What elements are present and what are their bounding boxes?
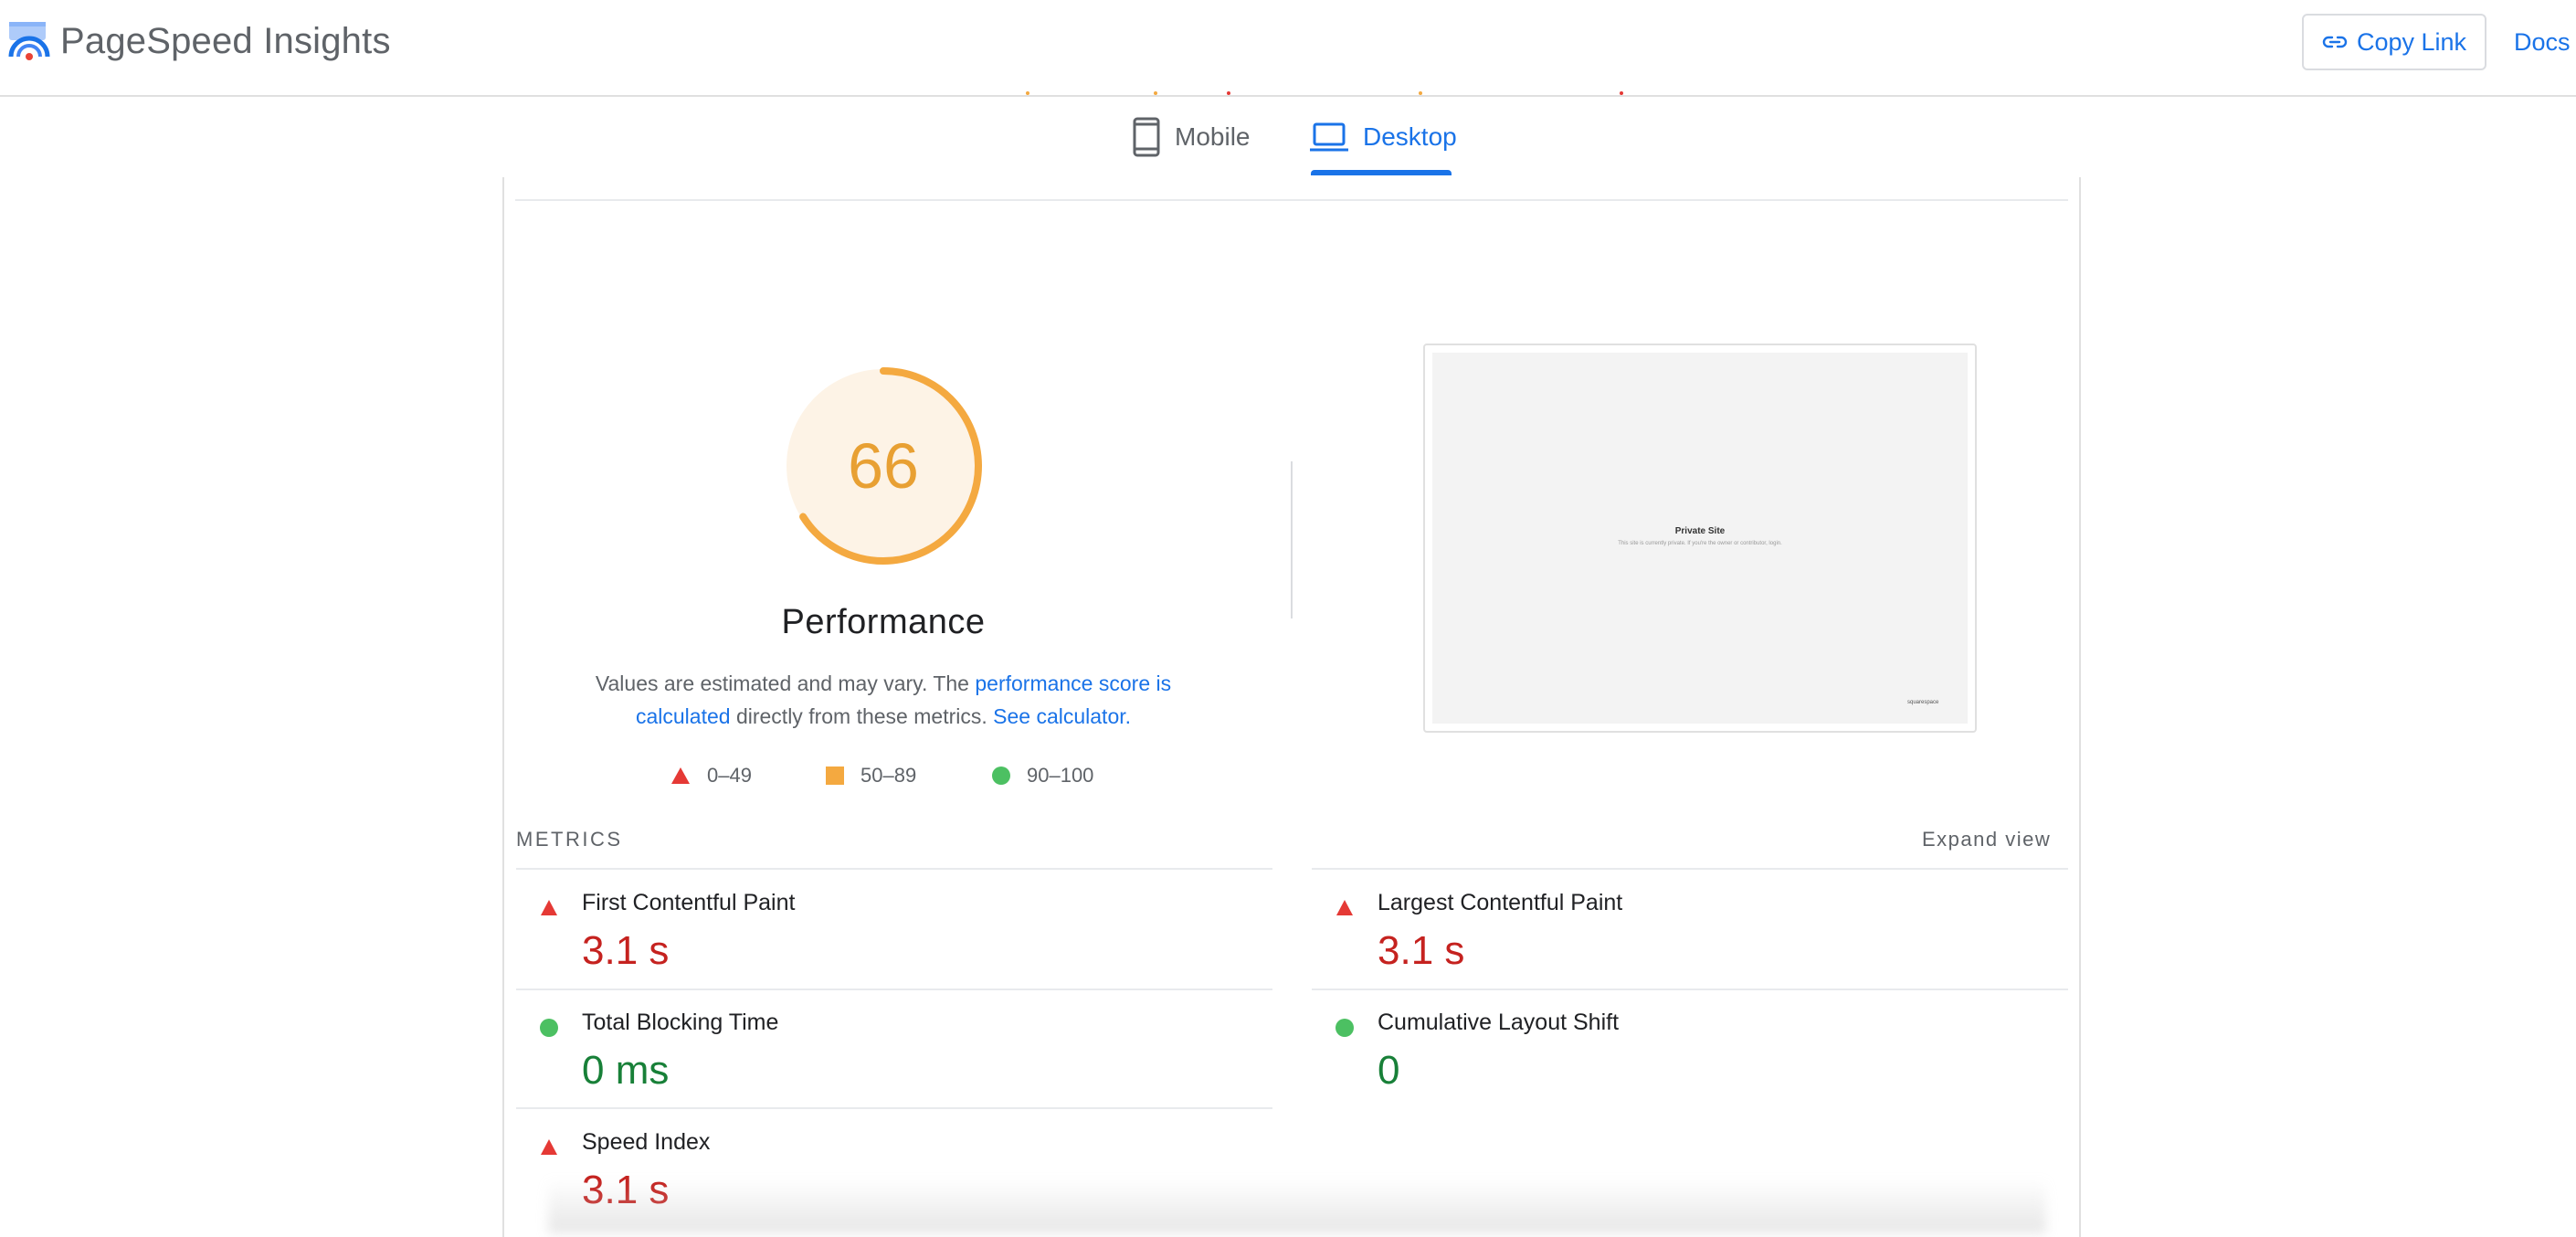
- screenshot-title: Private Site: [1674, 526, 1726, 536]
- tab-selected-indicator: [1311, 170, 1452, 175]
- performance-desc-text-1: Values are estimated and may vary. The: [595, 671, 976, 695]
- device-tabs: Mobile Desktop: [0, 97, 2576, 177]
- legend-item-average: 50–89: [826, 764, 916, 788]
- screenshot-brand: squarespace: [1907, 700, 1939, 705]
- header-residual-strip: [1026, 91, 1623, 95]
- tab-mobile[interactable]: Mobile: [1133, 97, 1250, 177]
- performance-gauge: [785, 367, 982, 565]
- performance-score-calculated-link[interactable]: performance score is calculated: [635, 671, 1172, 728]
- metric-name: Cumulative Layout Shift: [1378, 1010, 1620, 1035]
- triangle-icon: [1336, 900, 1353, 915]
- metrics-divider: [516, 1107, 1272, 1109]
- triangle-icon: [541, 900, 557, 915]
- metrics-heading: METRICS: [516, 828, 623, 851]
- performance-desc-text-2: directly from these metrics.: [730, 704, 994, 728]
- metric-value: 3.1 s: [1378, 928, 1465, 973]
- metrics-divider: [1312, 868, 2068, 870]
- docs-link[interactable]: Docs: [2514, 28, 2571, 56]
- score-legend: 0–49 50–89 90–100: [639, 764, 1151, 791]
- card-divider: [515, 199, 2068, 201]
- metric-value: 0 ms: [582, 1048, 670, 1093]
- tab-desktop-label: Desktop: [1363, 122, 1457, 151]
- metrics-divider: [1312, 989, 2068, 990]
- link-icon: [2322, 36, 2348, 48]
- performance-description: Values are estimated and may vary. The p…: [566, 667, 1200, 733]
- metric-name: Speed Index: [582, 1129, 711, 1155]
- circle-icon: [992, 767, 1010, 785]
- metrics-divider: [516, 989, 1272, 990]
- app-title: PageSpeed Insights: [60, 21, 391, 61]
- metric-value: 3.1 s: [582, 1168, 669, 1213]
- legend-item-good: 90–100: [992, 764, 1093, 788]
- circle-icon: [540, 1019, 558, 1037]
- screenshot-subtitle: This site is currently private. If you'r…: [1618, 541, 1782, 546]
- expand-view-button[interactable]: Expand view: [1922, 828, 2052, 851]
- smartphone-icon: [1133, 117, 1160, 157]
- pagespeed-logo-icon: [8, 22, 50, 60]
- metrics-divider: [516, 868, 1272, 870]
- app-header: PageSpeed Insights Copy Link Docs: [0, 0, 2576, 97]
- tab-mobile-label: Mobile: [1175, 122, 1251, 151]
- triangle-icon: [671, 767, 690, 784]
- metric-name: First Contentful Paint: [582, 890, 796, 915]
- performance-title: Performance: [781, 603, 986, 641]
- page-screenshot-image: Private Site This site is currently priv…: [1432, 353, 1968, 724]
- vertical-separator: [1291, 461, 1293, 618]
- tab-desktop[interactable]: Desktop: [1310, 97, 1457, 177]
- page-screenshot: Private Site This site is currently priv…: [1423, 344, 1977, 733]
- square-icon: [826, 767, 844, 785]
- see-calculator-link[interactable]: See calculator.: [993, 704, 1132, 728]
- copy-link-label: Copy Link: [2356, 27, 2467, 56]
- performance-gauge-arc: [785, 367, 982, 565]
- metric-value: 3.1 s: [582, 928, 670, 973]
- triangle-icon: [541, 1139, 557, 1155]
- legend-range: 0–49: [707, 764, 752, 787]
- metric-name: Total Blocking Time: [582, 1010, 779, 1035]
- report-card: [502, 177, 2081, 1237]
- circle-icon: [1336, 1019, 1354, 1037]
- legend-range: 90–100: [1027, 764, 1094, 787]
- performance-score: 66: [848, 430, 919, 502]
- metric-name: Largest Contentful Paint: [1378, 890, 1623, 915]
- bottom-shadow: [548, 1179, 2046, 1233]
- laptop-icon: [1310, 122, 1348, 152]
- metric-value: 0: [1378, 1048, 1400, 1093]
- legend-item-poor: 0–49: [670, 764, 752, 788]
- copy-link-button[interactable]: Copy Link: [2302, 14, 2486, 70]
- legend-range: 50–89: [860, 764, 917, 787]
